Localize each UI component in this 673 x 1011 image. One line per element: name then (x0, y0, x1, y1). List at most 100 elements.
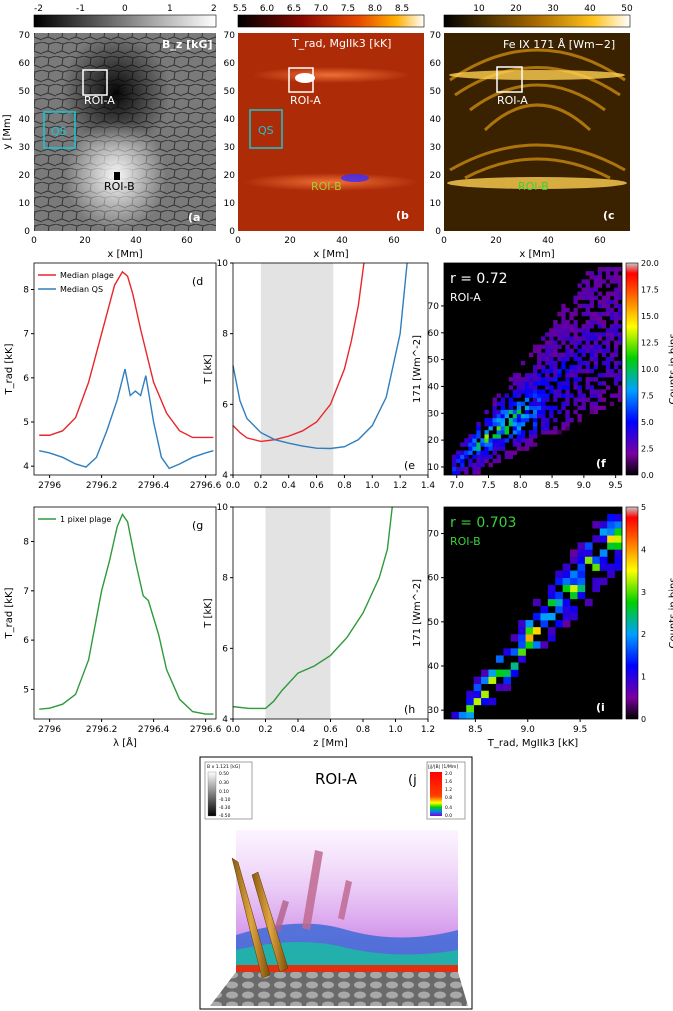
plot-f-bin (597, 320, 603, 325)
plot-f-bin (549, 377, 554, 382)
map-b-qs-label: QS (258, 124, 274, 137)
plot-i-bin (518, 620, 526, 628)
plot-f-roi-annotation: ROI-A (450, 291, 481, 304)
plot-f-bin (605, 295, 611, 300)
map-a-roi-a-label: ROI-A (84, 94, 115, 107)
plot-f-bin (589, 311, 594, 317)
plot-f-bin (549, 413, 554, 419)
plot-f-bin (492, 442, 497, 447)
plot-f-bin (613, 271, 619, 276)
plot-f-bin (512, 401, 518, 406)
plot-f-bin (581, 279, 586, 284)
plot-e-xtick-label: 0.2 (254, 481, 268, 491)
plot-i-bin (488, 669, 497, 677)
plot-f-bin (504, 438, 510, 443)
plot-f-bin (577, 356, 582, 362)
plot-f-bin (557, 311, 562, 317)
plot-f-bin (585, 287, 590, 292)
plot-f-bin (541, 352, 546, 358)
plot-f-bin (524, 413, 530, 419)
svg-text:0.50: 0.50 (219, 771, 229, 777)
plot-f-bin (597, 291, 603, 296)
plot-f-bin (476, 426, 481, 431)
plot-f-bin (609, 393, 615, 398)
plot-f-bin (565, 377, 570, 382)
plot-g-ytick-label: 5 (23, 685, 29, 695)
plot-i-bin (592, 563, 601, 571)
plot-d-tag: (d (192, 275, 203, 288)
plot-f-bin (557, 430, 562, 435)
svg-text:60: 60 (594, 236, 606, 246)
map-b-x-ticks: 0 20 40 60 (235, 236, 400, 246)
plot-f-bin (533, 348, 538, 353)
plot-f-bin (537, 360, 542, 366)
plot-f-ytick-label: 10 (428, 463, 440, 473)
plot-i-bin (577, 556, 586, 564)
plot-f-colorbar (625, 262, 639, 476)
plot-f-bin (468, 450, 473, 455)
plot-i-bin (584, 542, 593, 550)
svg-text:0: 0 (122, 4, 128, 14)
plot-f-bin (537, 356, 542, 362)
plot-f-bin (605, 348, 611, 353)
plot-f-bin (537, 364, 542, 370)
plot-f-bin (565, 320, 570, 325)
plot-i-cb-tick-label: 5 (641, 503, 646, 512)
plot-i-cb-label: Counts in bins (668, 577, 673, 648)
plot-f-bin (553, 426, 558, 431)
plot-f-bin (585, 291, 590, 296)
plot-g-xtick-label: 2796 (38, 725, 61, 735)
plot-f-bin (545, 344, 550, 349)
plot-f-bin (496, 454, 501, 459)
plot-f-bin (496, 422, 501, 427)
plot-d-legend-label: Median plage (60, 271, 114, 280)
plot-i-bin (547, 613, 556, 621)
svg-text:6.0: 6.0 (260, 4, 275, 14)
plot-f-bin (549, 352, 554, 358)
plot-f-bin (601, 303, 607, 309)
plot-f-cb-tick-label: 7.5 (641, 392, 654, 401)
plot-i-bin (547, 634, 556, 642)
plot-f-bin (553, 430, 558, 435)
plot-f-bin (553, 344, 558, 349)
svg-text:-2: -2 (34, 4, 43, 14)
plot-f-bin (609, 299, 615, 305)
plot-f-bin (545, 397, 550, 402)
svg-text:1: 1 (167, 4, 173, 14)
plot-i-bin (481, 690, 489, 699)
plot-f-bin (496, 401, 501, 406)
svg-text:2: 2 (211, 4, 217, 14)
plot-f-bin (553, 340, 558, 345)
map-a-panel: ROI-A QS ROI-B B_z [kG] (a -2 -1 0 1 2 0 10 20… (2, 4, 217, 260)
plot-f-bin (573, 299, 578, 305)
plot-f-bin (605, 360, 611, 366)
plot-f-bin (617, 324, 623, 329)
plot-i-bin (570, 584, 578, 593)
plot-f-bin (496, 426, 501, 431)
plot-f-bin (577, 377, 582, 382)
plot-f-bin (472, 462, 477, 468)
plot-f-bin (565, 332, 570, 337)
plot-f-bin (573, 409, 578, 415)
plot-d-series-0 (39, 270, 214, 439)
plot-g-ytick-label: 7 (23, 587, 29, 597)
plot-i-bin (584, 549, 593, 557)
plot-i-bin (473, 697, 482, 706)
plot-i-bin (562, 563, 571, 571)
map-c-panel: ROI-A ROI-B Fe IX 171 Å [Wm−2] (c 10 20 30… (430, 4, 633, 260)
plot-f-bin (613, 324, 619, 329)
plot-f-bin (456, 470, 461, 476)
plot-f-bin (524, 442, 530, 447)
plot-f-bin (593, 316, 599, 321)
plot-f-xtick-label: 7.0 (450, 481, 465, 491)
svg-text:60: 60 (388, 236, 400, 246)
render3d-legend-right-title: |j|/|B| [1/Mm] (428, 764, 458, 770)
map-a-qs-label: QS (51, 125, 67, 138)
plot-f-bin (541, 417, 546, 423)
plot-f-bin (516, 381, 522, 386)
plot-f-bin (541, 430, 546, 435)
plot-f-bin (593, 393, 599, 398)
plot-f-bin (500, 397, 505, 402)
plot-f-bin (569, 373, 574, 378)
svg-text:20: 20 (19, 171, 31, 181)
